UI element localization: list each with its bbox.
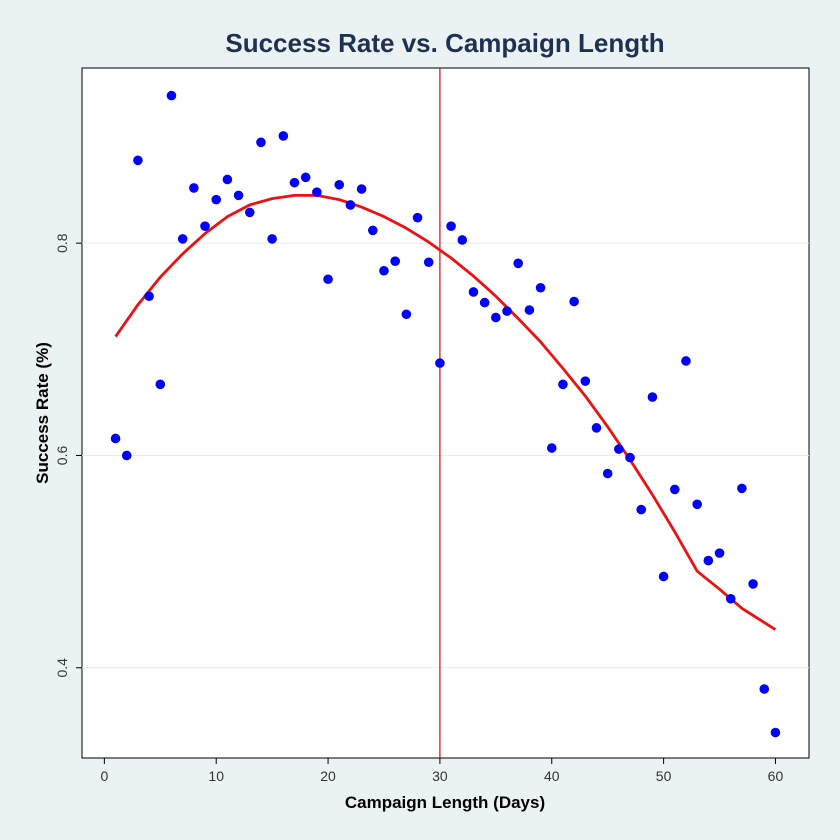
data-point: [244, 207, 255, 218]
chart-title: Success Rate vs. Campaign Length: [225, 28, 664, 58]
data-point: [166, 90, 177, 101]
data-point: [759, 684, 770, 694]
data-point: [401, 309, 412, 320]
y-axis: 0.4 0.6 0.8: [54, 233, 82, 678]
x-tick-label: 40: [544, 768, 560, 784]
data-point: [647, 392, 658, 402]
data-point: [614, 444, 624, 454]
y-tick-label: 0.4: [54, 658, 70, 678]
data-point: [669, 484, 680, 495]
data-point: [703, 555, 714, 566]
y-tick-label: 0.8: [54, 233, 70, 253]
data-point: [110, 433, 121, 444]
data-point: [737, 483, 747, 494]
data-point: [121, 450, 132, 461]
x-axis: 0 10 20 30 40 50 60: [100, 758, 783, 784]
x-tick-label: 30: [432, 768, 448, 784]
data-point: [602, 468, 613, 479]
data-point: [502, 306, 512, 316]
data-point: [189, 183, 199, 193]
data-point: [692, 499, 702, 510]
plot-area: [81, 67, 810, 759]
data-point: [222, 174, 233, 185]
x-axis-label: Campaign Length (Days): [345, 793, 545, 812]
data-point: [233, 190, 244, 201]
data-point: [636, 504, 647, 515]
x-tick-label: 50: [656, 768, 672, 784]
y-tick-label: 0.6: [54, 446, 70, 466]
data-point: [580, 376, 591, 386]
data-point: [558, 379, 568, 390]
data-point: [278, 131, 289, 141]
data-point: [446, 221, 456, 231]
data-point: [177, 234, 188, 244]
data-point: [725, 593, 736, 604]
data-points: [110, 90, 781, 738]
data-point: [256, 137, 266, 148]
data-point: [714, 548, 725, 558]
data-point: [423, 257, 434, 268]
data-point: [770, 727, 781, 738]
data-point: [300, 172, 311, 183]
data-point: [546, 443, 557, 453]
x-tick-label: 10: [208, 768, 224, 784]
fit-line-group: [114, 194, 777, 631]
data-point: [144, 291, 154, 302]
data-point: [334, 179, 345, 190]
data-point: [435, 358, 445, 368]
data-point: [368, 225, 378, 236]
data-point: [412, 212, 423, 223]
grid-lines: [82, 242, 809, 669]
data-point: [457, 235, 468, 245]
data-point: [356, 184, 367, 194]
data-point: [513, 258, 523, 269]
data-point: [312, 187, 322, 197]
data-point: [323, 274, 333, 285]
data-point: [267, 234, 277, 244]
data-point: [569, 296, 579, 307]
x-tick-label: 0: [100, 768, 108, 784]
data-point: [491, 312, 501, 323]
data-point: [155, 379, 166, 390]
y-axis-label: Success Rate (%): [33, 342, 52, 484]
x-tick-label: 20: [320, 768, 336, 784]
data-point: [345, 200, 356, 210]
data-point: [681, 356, 691, 366]
data-point: [591, 423, 602, 433]
data-point: [535, 282, 546, 293]
data-point: [748, 579, 758, 589]
data-point: [479, 297, 490, 308]
data-point: [200, 221, 210, 231]
data-point: [625, 452, 635, 463]
data-point: [390, 256, 400, 267]
data-point: [524, 305, 535, 315]
x-tick-label: 60: [768, 768, 784, 784]
data-point: [379, 265, 389, 276]
data-point: [211, 194, 222, 205]
data-point: [658, 571, 669, 582]
data-point: [468, 287, 479, 297]
fit-line: [114, 194, 777, 631]
data-point: [289, 177, 300, 188]
data-point: [133, 155, 143, 166]
